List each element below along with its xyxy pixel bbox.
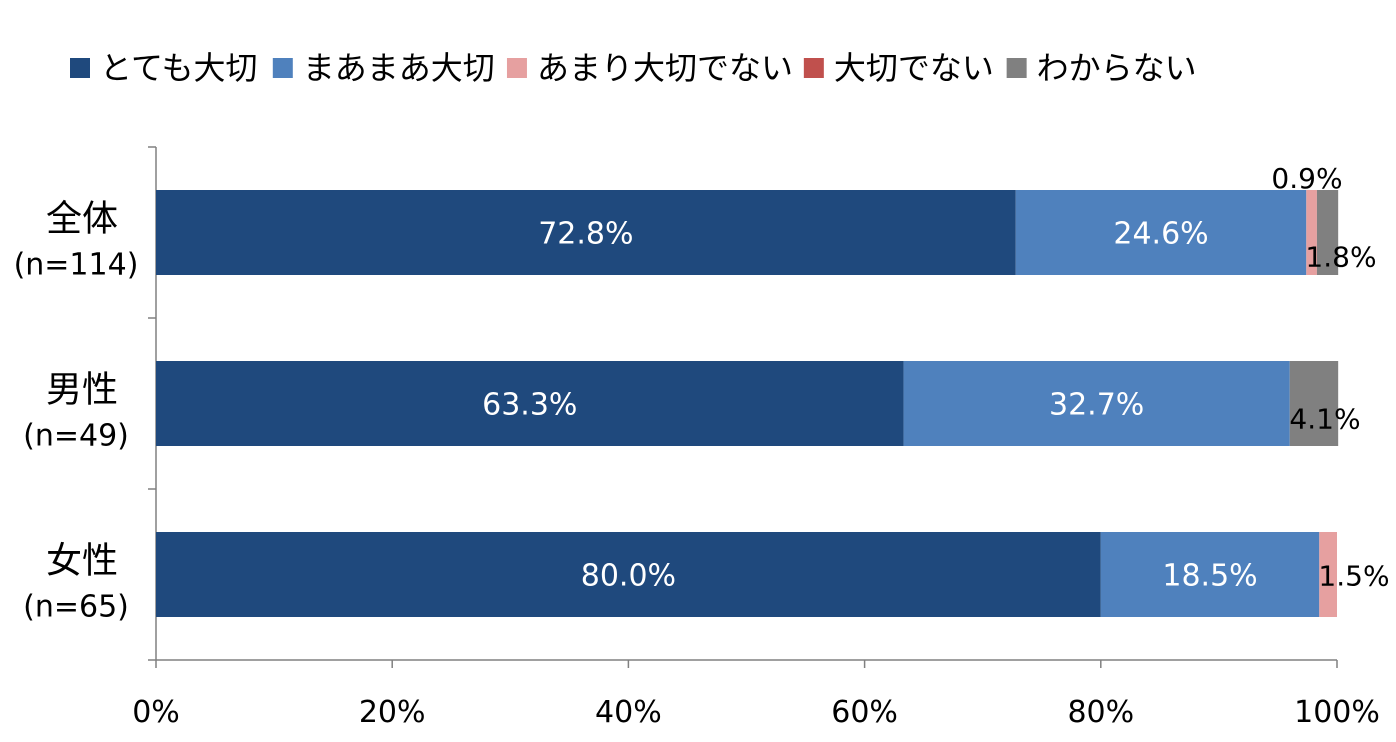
data-label: 1.5% (1318, 560, 1389, 593)
legend-swatch-series-1 (272, 58, 293, 78)
x-tick-label: 80% (1067, 695, 1134, 730)
bar-segment (1289, 361, 1339, 446)
bar-segment (1319, 532, 1337, 617)
legend-label-series-0: とても大切 (100, 49, 257, 87)
bar-segment (1316, 190, 1339, 275)
data-label: 32.7% (1049, 388, 1144, 423)
legend-swatch-series-2 (506, 58, 527, 78)
data-label: 63.3% (482, 388, 577, 423)
x-tick-label: 40% (595, 695, 662, 730)
bar-segment (156, 190, 1016, 275)
legend-label-series-3: 大切でない (834, 49, 994, 87)
category-sample-size: (n=114) (14, 248, 139, 283)
bar-segment (1306, 190, 1317, 275)
data-label: 18.5% (1162, 559, 1257, 594)
chart-bars (156, 190, 1339, 617)
x-tick-label: 100% (1294, 695, 1380, 730)
category-sample-size: (n=49) (23, 419, 129, 454)
legend-swatch-series-3 (803, 58, 824, 78)
data-label: 0.9% (1271, 162, 1342, 195)
chart-axes: 0% 20% 40% 60% 80% 100% 全体 (n=114) 男性 (n=49) 女性 (n=… (14, 146, 1380, 730)
bar-segment (156, 532, 1101, 617)
chart-legend: とても大切 まあまあ大切 あまり大切でない 大切でない わからない (70, 49, 1197, 87)
data-label: 24.6% (1113, 217, 1208, 252)
category-label: 女性 (46, 541, 118, 582)
legend-label-series-1: まあまあ大切 (303, 49, 495, 87)
data-label: 4.1% (1289, 403, 1360, 436)
category-label: 男性 (46, 370, 118, 411)
category-label: 全体 (46, 199, 118, 240)
bar-segment (156, 361, 904, 446)
legend-label-series-2: あまり大切でない (537, 49, 793, 87)
legend-label-series-4: わからない (1037, 49, 1197, 87)
data-label: 72.8% (538, 217, 633, 252)
bar-segment (1100, 532, 1320, 617)
data-label: 1.8% (1305, 241, 1376, 274)
x-tick-label: 0% (132, 695, 180, 730)
bar-segment (903, 361, 1290, 446)
legend-swatch-series-0 (70, 58, 90, 78)
legend-swatch-series-4 (1006, 58, 1027, 78)
data-label: 80.0% (581, 559, 676, 594)
bar-segment (1015, 190, 1307, 275)
chart-data-labels: 72.8% 24.6% 0.9% 1.8% 63.3% 32.7% 4.1% 80.0% 18.… (482, 162, 1389, 594)
x-tick-label: 20% (359, 695, 426, 730)
category-sample-size: (n=65) (23, 590, 129, 625)
x-tick-label: 60% (831, 695, 898, 730)
